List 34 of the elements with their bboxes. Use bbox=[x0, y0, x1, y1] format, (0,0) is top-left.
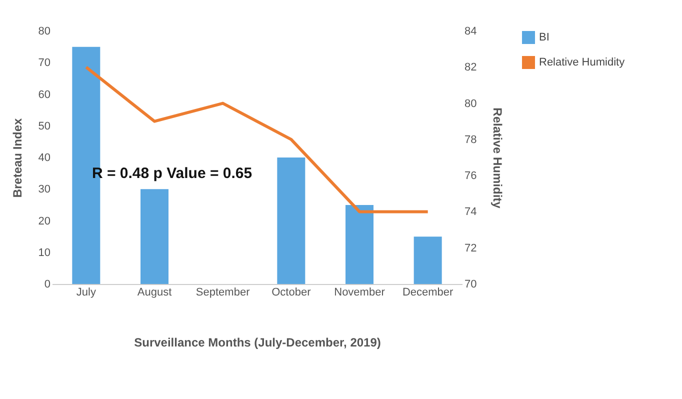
bar bbox=[277, 158, 306, 284]
y2-tick-label: 76 bbox=[464, 170, 477, 182]
bar bbox=[414, 236, 442, 284]
x-tick-label: November bbox=[334, 286, 386, 298]
y-tick-label: 70 bbox=[38, 57, 50, 70]
y2-axis-title: Relative Humidity bbox=[490, 108, 505, 209]
y-tick-label: 40 bbox=[38, 152, 50, 164]
y2-tick-label: 82 bbox=[464, 62, 477, 74]
y-tick-label: 0 bbox=[44, 278, 50, 290]
bar bbox=[346, 204, 374, 284]
line-series bbox=[84, 66, 430, 214]
y-tick-label: 50 bbox=[38, 120, 50, 132]
y-tick-label: 10 bbox=[38, 246, 50, 259]
x-tick-label: September bbox=[196, 286, 250, 298]
y-tick-label: 30 bbox=[38, 184, 50, 196]
y2-tick-label: 74 bbox=[464, 206, 477, 218]
y-tick-label: 20 bbox=[38, 215, 50, 228]
y2-tick-label: 70 bbox=[464, 278, 477, 290]
legend-label: Relative Humidity bbox=[539, 56, 626, 68]
y-axis-title: Breteau Index bbox=[10, 118, 24, 198]
bar bbox=[140, 189, 168, 284]
y2-tick-label: 84 bbox=[464, 26, 477, 38]
x-axis-title: Surveillance Months (July-December, 2019) bbox=[134, 336, 381, 350]
y2-tick-label: 78 bbox=[464, 134, 477, 146]
x-tick-label: December bbox=[402, 286, 454, 298]
y2-tick-label: 72 bbox=[464, 242, 477, 254]
y2-tick-label: 80 bbox=[464, 98, 477, 110]
legend-label: BI bbox=[539, 32, 550, 44]
x-tick-label: August bbox=[137, 286, 172, 298]
bar bbox=[72, 46, 100, 284]
y-tick-label: 80 bbox=[38, 26, 50, 38]
x-tick-label: July bbox=[76, 286, 96, 298]
x-tick-label: October bbox=[272, 286, 312, 298]
y-tick-label: 60 bbox=[38, 88, 50, 101]
